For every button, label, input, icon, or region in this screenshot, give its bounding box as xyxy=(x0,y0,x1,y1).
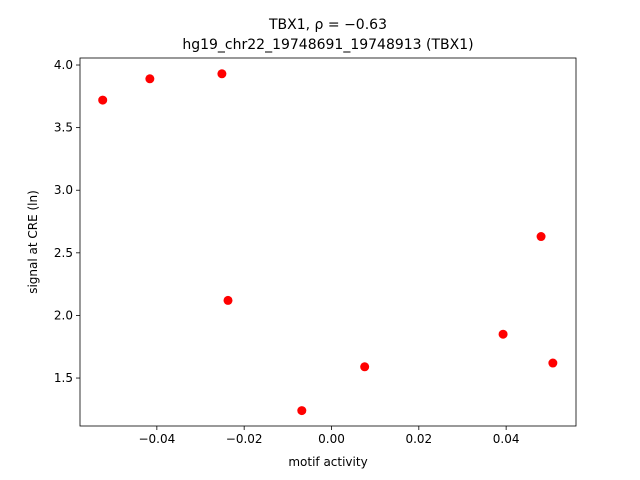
x-tick-label: 0.04 xyxy=(493,432,520,446)
point xyxy=(98,95,108,105)
x-tick-label: 0.02 xyxy=(405,432,432,446)
y-tick-label: 2.0 xyxy=(54,308,73,322)
chart-title: TBX1, ρ = −0.63 xyxy=(268,17,387,33)
x-tick-label: −0.02 xyxy=(226,432,263,446)
y-tick-label: 2.5 xyxy=(54,246,73,260)
y-tick-label: 3.0 xyxy=(54,183,73,197)
x-tick-label: 0.00 xyxy=(318,432,345,446)
y-tick-label: 1.5 xyxy=(54,371,73,385)
point xyxy=(548,358,558,368)
x-tick-label: −0.04 xyxy=(138,432,175,446)
point xyxy=(498,329,508,339)
y-tick-label: 4.0 xyxy=(54,58,73,72)
chart-subtitle: hg19_chr22_19748691_19748913 (TBX1) xyxy=(182,37,473,53)
point xyxy=(223,295,233,305)
y-axis-label: signal at CRE (ln) xyxy=(26,190,40,294)
point xyxy=(297,406,307,416)
point xyxy=(536,232,546,242)
plot-frame xyxy=(79,57,577,427)
y-tick-label: 3.5 xyxy=(54,121,73,135)
point xyxy=(217,69,227,79)
point xyxy=(360,362,370,372)
point xyxy=(145,74,155,84)
x-axis-label: motif activity xyxy=(288,455,367,469)
